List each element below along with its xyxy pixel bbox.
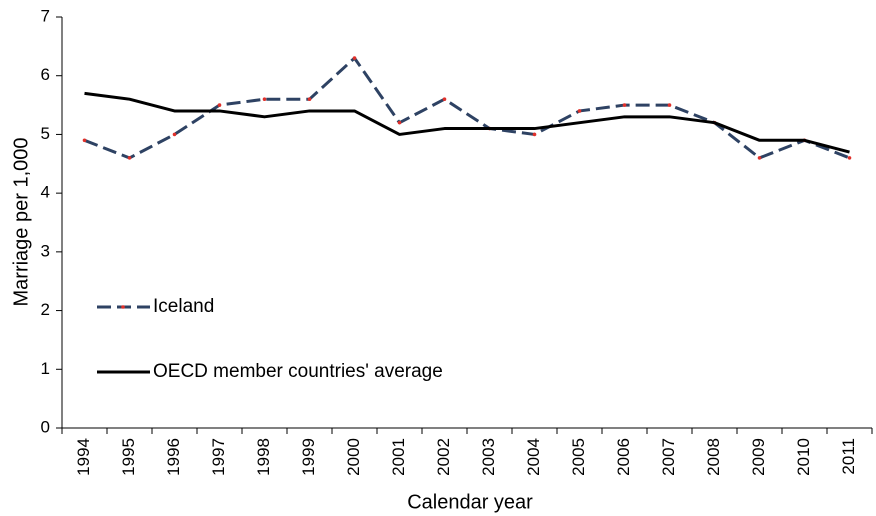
y-axis-label: Marriage per 1,000: [10, 138, 32, 307]
point: [622, 103, 627, 107]
point: [82, 138, 87, 143]
y-tick-label: 5: [41, 124, 50, 143]
x-tick-label: 2004: [524, 438, 543, 476]
line: [83, 56, 851, 160]
legend-label: Iceland: [153, 296, 215, 317]
y-tick-label: 1: [41, 359, 50, 378]
x-tick-label: 2009: [749, 438, 768, 476]
x-tick-label: 2008: [704, 438, 723, 476]
legend-marker: [121, 305, 125, 309]
point: [847, 156, 852, 160]
x-tick-label: 2006: [614, 438, 633, 476]
y-tick-label: 7: [41, 6, 50, 25]
point: [442, 97, 447, 101]
x-tick-label: 2007: [659, 438, 678, 476]
point: [577, 109, 582, 113]
point: [262, 97, 267, 101]
x-tick-label: 1999: [299, 438, 318, 476]
point: [667, 103, 672, 107]
point: [127, 156, 132, 160]
point: [532, 132, 537, 137]
x-tick-label: 1995: [119, 438, 138, 476]
point: [397, 120, 402, 125]
line: [84, 91, 850, 154]
x-tick-label: 1994: [74, 438, 93, 476]
x-tick-label: 1996: [164, 438, 183, 476]
point: [217, 103, 222, 107]
x-tick-label: 2010: [794, 438, 813, 476]
legend-label: OECD member countries' average: [153, 361, 443, 382]
x-tick-label: 2000: [344, 438, 363, 476]
x-tick-label: 2002: [434, 438, 453, 476]
point: [757, 156, 762, 160]
x-tick-label: 2001: [389, 438, 408, 476]
x-tick-label: 2011: [839, 438, 858, 475]
y-tick-label: 3: [41, 241, 50, 260]
x-tick-label: 2003: [479, 438, 498, 476]
y-tick-label: 6: [41, 65, 50, 84]
y-tick-label: 4: [41, 183, 50, 202]
y-tick-label: 2: [41, 300, 50, 319]
x-tick-label: 1998: [254, 438, 273, 476]
x-axis-label: Calendar year: [407, 491, 533, 513]
point: [352, 56, 357, 60]
point: [172, 132, 177, 137]
x-tick-label: 1997: [209, 438, 228, 476]
point: [307, 97, 312, 101]
x-tick-label: 2005: [569, 438, 588, 476]
y-tick-label: 0: [41, 417, 50, 436]
